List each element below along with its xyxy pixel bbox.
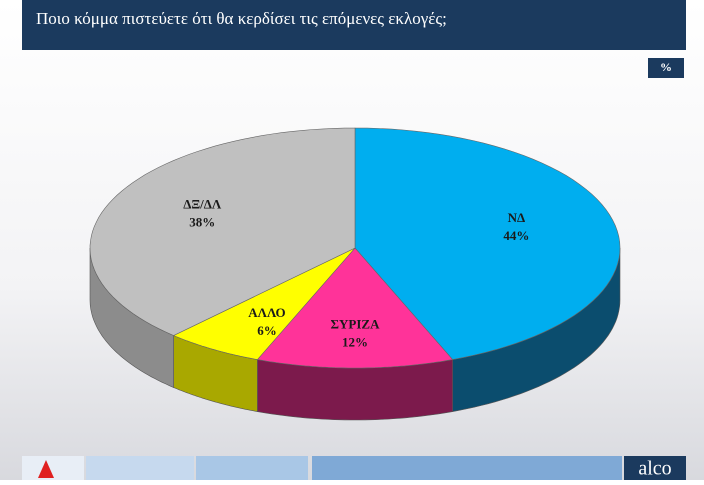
pie: ΝΔ 44% ΣΥΡΙΖΑ 12% ΑΛΛΟ 6% ΔΞ/ΔΛ 38% [89,127,621,421]
chart-title: Ποιο κόμμα πιστεύετε ότι θα κερδίσει τις… [36,9,447,28]
value-label: 6% [257,323,277,338]
footer: alco [22,456,686,480]
slice [89,127,356,336]
footer-block [196,456,308,480]
footer-block [312,456,622,480]
slice-label: ΣΥΡΙΖΑ [331,316,381,331]
slice-label: ΔΞ/ΔΛ [183,197,222,212]
slice-label: ΑΛΛΟ [248,305,285,320]
value-label: 38% [189,215,215,230]
slice [354,127,621,360]
footer-block [86,456,194,480]
brand: alco [638,458,671,480]
slice [256,247,454,369]
value-label: 44% [503,228,529,243]
brand-box [624,456,686,480]
logo-icon [38,460,54,478]
unit-badge-text: % [660,60,672,74]
slice [172,247,356,360]
title-bar [22,0,686,50]
slice-side [257,359,453,421]
slice-label: ΝΔ [508,210,526,225]
value-label: 12% [342,334,368,349]
unit-badge [648,58,684,78]
